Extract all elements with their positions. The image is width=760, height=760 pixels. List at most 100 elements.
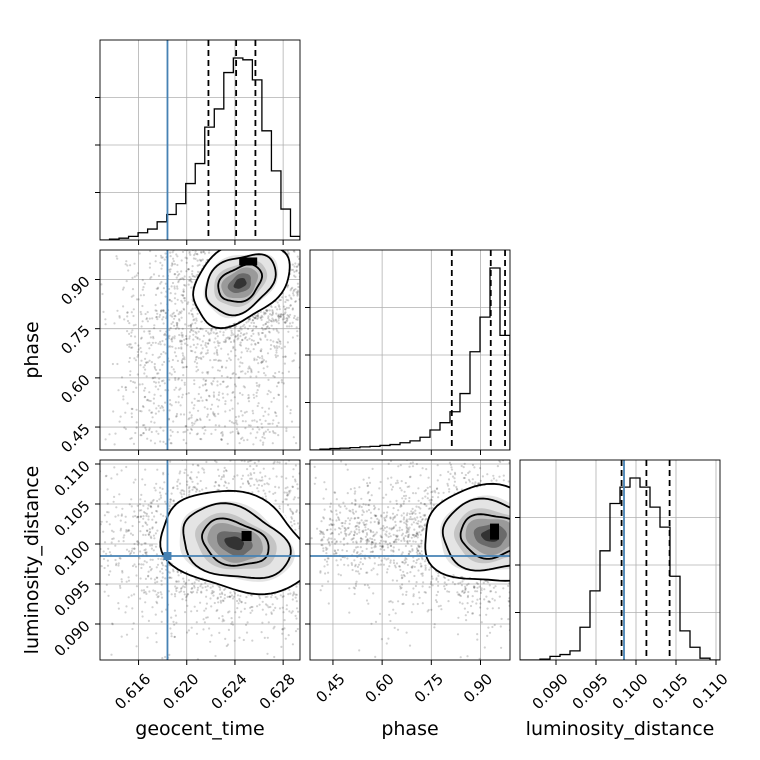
- sample-point: [237, 225, 239, 227]
- sample-point: [244, 427, 247, 430]
- sample-point: [210, 382, 213, 385]
- sample-point: [311, 276, 313, 278]
- sample-point: [326, 620, 328, 622]
- sample-point: [349, 581, 351, 583]
- sample-point: [265, 613, 268, 616]
- sample-point: [296, 255, 299, 258]
- sample-point: [297, 230, 299, 232]
- sample-point: [168, 287, 171, 291]
- sample-point: [203, 252, 206, 255]
- sample-point: [297, 263, 300, 267]
- sample-point: [181, 327, 184, 330]
- sample-point: [290, 516, 293, 519]
- sample-point: [175, 415, 178, 418]
- sample-point: [174, 327, 177, 330]
- sample-point: [272, 320, 275, 323]
- sample-point: [261, 436, 264, 439]
- sample-point: [259, 471, 262, 474]
- sample-point: [311, 565, 313, 567]
- sample-point: [130, 331, 133, 334]
- sample-point: [286, 317, 289, 320]
- sample-point: [302, 584, 304, 586]
- sample-point: [315, 578, 317, 580]
- sample-point: [247, 347, 250, 350]
- sample-point: [219, 601, 223, 604]
- sample-point: [239, 361, 242, 364]
- sample-point: [270, 611, 273, 614]
- sample-point: [277, 317, 281, 320]
- sample-point: [205, 595, 208, 598]
- sample-point: [277, 393, 280, 396]
- sample-point: [241, 362, 244, 365]
- sample-point: [276, 445, 278, 447]
- sample-point: [293, 270, 296, 273]
- sample-point: [247, 482, 250, 485]
- sample-point: [202, 334, 205, 337]
- sample-point: [248, 243, 250, 245]
- sample-point: [353, 262, 355, 264]
- sample-point: [225, 644, 228, 648]
- sample-point: [154, 309, 157, 312]
- sample-point: [246, 468, 249, 471]
- sample-point: [337, 315, 339, 317]
- sample-point: [257, 316, 260, 319]
- sample-point: [297, 222, 299, 224]
- sample-point: [154, 521, 157, 524]
- sample-point: [160, 244, 162, 246]
- sample-point: [156, 372, 159, 375]
- sample-point: [256, 431, 259, 434]
- sample-point: [311, 237, 313, 239]
- sample-point: [312, 485, 314, 487]
- sample-point: [421, 637, 423, 639]
- sample-point: [221, 431, 224, 434]
- sample-point: [219, 330, 222, 333]
- sample-point: [144, 551, 147, 554]
- sample-point: [156, 318, 159, 321]
- sample-point: [190, 416, 193, 419]
- sample-point: [326, 260, 328, 262]
- sample-point: [244, 372, 247, 375]
- sample-point: [188, 417, 191, 420]
- sample-point: [232, 347, 235, 350]
- sample-point: [337, 613, 339, 615]
- sample-point: [92, 607, 94, 609]
- sample-point: [195, 621, 198, 624]
- sample-point: [283, 619, 286, 622]
- sample-point: [313, 492, 315, 494]
- sample-point: [246, 246, 248, 248]
- sample-point: [172, 311, 175, 314]
- sample-point: [292, 290, 295, 293]
- sample-point: [212, 391, 215, 394]
- sample-point: [262, 441, 265, 444]
- sample-point: [162, 514, 165, 518]
- density-panel-luminosity_distance-vs-geocent_time: [90, 445, 423, 665]
- sample-point: [192, 319, 195, 322]
- sample-point: [142, 294, 145, 297]
- sample-point: [295, 593, 298, 596]
- sample-point: [289, 313, 292, 316]
- sample-point: [168, 576, 171, 579]
- sample-point: [321, 562, 323, 564]
- sample-point: [176, 322, 179, 325]
- sample-point: [246, 480, 250, 484]
- sample-point: [96, 570, 98, 572]
- sample-point: [140, 336, 143, 339]
- sample-point: [190, 610, 193, 613]
- sample-point: [143, 372, 146, 375]
- sample-point: [256, 487, 259, 490]
- sample-point: [130, 594, 133, 597]
- sample-point: [221, 434, 224, 437]
- sample-point: [234, 335, 237, 338]
- sample-point: [199, 327, 202, 330]
- sample-point: [292, 591, 295, 594]
- sample-point: [113, 443, 116, 446]
- sample-point: [90, 584, 92, 586]
- sample-point: [315, 265, 317, 267]
- sample-point: [161, 363, 164, 366]
- sample-point: [175, 580, 179, 583]
- sample-point: [145, 361, 148, 364]
- sample-point: [268, 331, 271, 334]
- sample-point: [296, 330, 299, 333]
- sample-point: [205, 487, 208, 490]
- sample-point: [290, 524, 293, 527]
